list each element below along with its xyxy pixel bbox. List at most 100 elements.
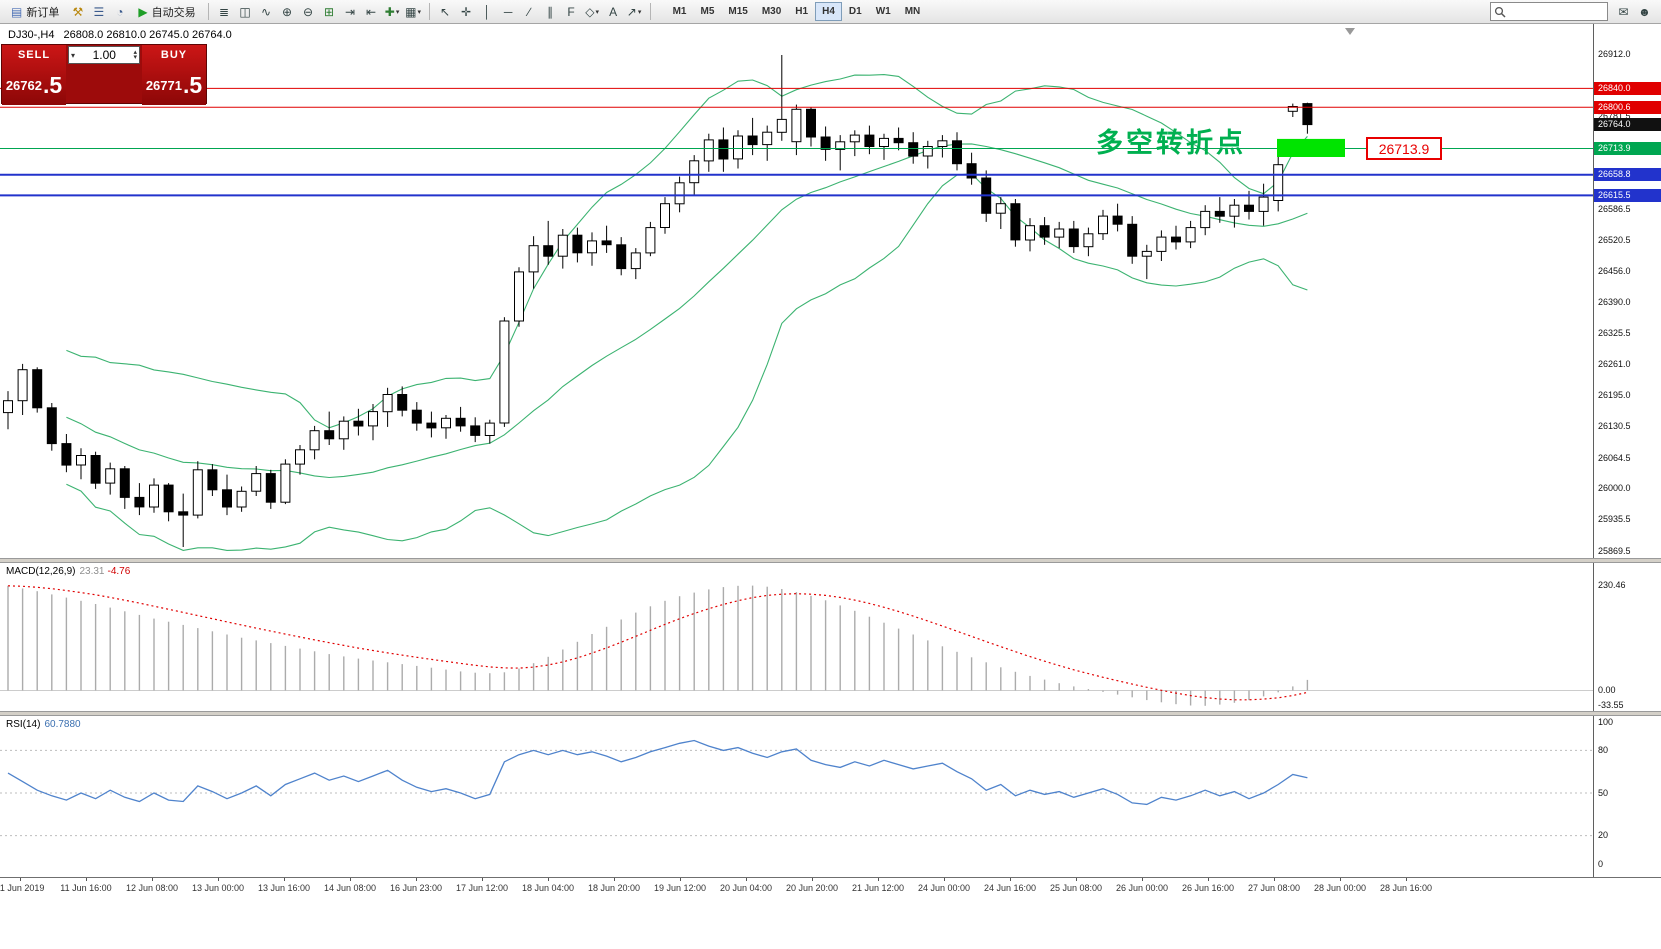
macd-axis-label: 230.46 — [1598, 580, 1626, 591]
horizontal-line-icon[interactable]: ─ — [498, 2, 519, 22]
time-axis-label: 19 Jun 12:00 — [653, 883, 707, 893]
macd-panel-canvas[interactable] — [0, 563, 1593, 711]
time-axis-label: 25 Jun 08:00 — [1049, 883, 1103, 893]
zoom-out-icon[interactable]: ⊖ — [298, 2, 319, 22]
toolbar-drawing-icon-group: ↖ ✛ │ ─ ∕ ∥ F ◇ ▾ A ↗ ▾ — [435, 2, 645, 22]
timeframe-m30-button[interactable]: M30 — [755, 2, 788, 21]
crosshair-icon[interactable]: ✛ — [456, 2, 477, 22]
price-axis-label: 26520.5 — [1598, 235, 1631, 246]
volume-spinner: ▴ ▾ — [133, 49, 137, 61]
data-window-icon[interactable]: ◔ — [109, 2, 130, 22]
fibonacci-icon[interactable]: F — [561, 2, 582, 22]
vertical-line-icon: │ — [483, 4, 491, 19]
panel-splitter[interactable] — [0, 711, 1661, 716]
bar-chart-icon[interactable]: ≣ — [214, 2, 235, 22]
macd-label: MACD(12,26,9) 23.31 -4.76 — [6, 566, 131, 577]
time-axis-tick — [350, 878, 351, 881]
toolbar: ▤ 新订单 ⚒ ☰ ◔ ▶ 自动交易 ≣ ◫ ∿ ⊕ ⊖ ⊞ ⇥ ⇤ ✚ ▾ ▦ ▾ ↖ ✛ │ ─ ∕ ∥ F ◇ ▾ A… — [0, 0, 1661, 24]
cursor-icon[interactable]: ↖ — [435, 2, 456, 22]
auto-scroll-icon: ⇥ — [345, 4, 356, 19]
symbol-period-label: DJ30-,H4 — [8, 29, 55, 41]
zoom-in-icon[interactable]: ⊕ — [277, 2, 298, 22]
buy-button[interactable]: BUY 26771.5 — [142, 45, 206, 105]
time-axis-label: 11 Jun 16:00 — [60, 883, 112, 893]
timeframe-m1-button[interactable]: M1 — [666, 2, 694, 21]
time-axis-label: 28 Jun 16:00 — [1379, 883, 1433, 893]
timeframe-mn-button[interactable]: MN — [898, 2, 928, 21]
macd-axis-label: 0.00 — [1598, 685, 1616, 695]
time-axis-tick — [548, 878, 549, 881]
tile-windows-icon[interactable]: ⊞ — [319, 2, 340, 22]
toolbar-chart-icon-group: ≣ ◫ ∿ ⊕ ⊖ ⊞ ⇥ ⇤ ✚ ▾ ▦ ▾ — [214, 2, 424, 22]
zoom-in-icon: ⊕ — [282, 4, 293, 19]
auto-scroll-icon[interactable]: ⇥ — [340, 2, 361, 22]
shapes-caret: ▾ — [595, 8, 599, 16]
one-click-trading-panel: SELL 26762.5 ▾ 1.00 ▴ ▾ BUY 26771.5 — [1, 44, 207, 105]
chat-icon[interactable]: ✉ — [1613, 2, 1634, 22]
timeframe-m5-button[interactable]: M5 — [693, 2, 721, 21]
rsi-axis-label: 0 — [1598, 858, 1604, 869]
time-axis-tick — [878, 878, 879, 881]
line-chart-icon[interactable]: ∿ — [256, 2, 277, 22]
periods-icon: ▦ — [405, 4, 417, 19]
arrows-icon[interactable]: ↗ ▾ — [624, 2, 645, 22]
price-level-badge: 26840.0 — [1594, 81, 1661, 95]
channel-icon[interactable]: ∥ — [540, 2, 561, 22]
price-axis-label: 26325.5 — [1598, 328, 1631, 339]
channel-icon: ∥ — [547, 4, 554, 19]
time-axis-label: 20 Jun 04:00 — [719, 883, 773, 893]
timeframe-w1-button[interactable]: W1 — [869, 2, 898, 21]
rsi-panel-canvas[interactable] — [0, 716, 1593, 877]
timeframe-h4-button[interactable]: H4 — [815, 2, 842, 21]
price-tag-label[interactable]: 26713.9 — [1366, 137, 1442, 160]
chart-shift-icon[interactable]: ⇤ — [361, 2, 382, 22]
sell-label: SELL — [17, 49, 51, 61]
price-axis[interactable]: 26912.0 26781.5 26586.5 26520.5 26456.0 26390… — [1593, 24, 1661, 877]
rsi-axis-label: 80 — [1598, 744, 1609, 755]
trendline-icon: ∕ — [528, 4, 531, 19]
price-axis-label: 26261.0 — [1598, 358, 1631, 369]
time-axis-label: 13 Jun 16:00 — [257, 883, 311, 893]
volume-value: 1.00 — [92, 48, 116, 62]
periods-icon[interactable]: ▦ ▾ — [403, 2, 424, 22]
search-input[interactable] — [1508, 4, 1604, 19]
toolbar-left-icon-group: ⚒ ☰ ◔ — [67, 2, 130, 22]
timeframe-m15-button[interactable]: M15 — [721, 2, 754, 21]
timeframe-d1-button[interactable]: D1 — [842, 2, 869, 21]
volume-input[interactable]: ▾ 1.00 ▴ ▾ — [68, 46, 140, 64]
time-axis-label: 17 Jun 12:00 — [455, 883, 509, 893]
trendline-icon[interactable]: ∕ — [519, 2, 540, 22]
auto-trading-button[interactable]: ▶ 自动交易 — [131, 2, 202, 22]
time-axis-tick — [416, 878, 417, 881]
candlestick-chart-icon: ◫ — [239, 4, 251, 19]
time-axis-label: 24 Jun 16:00 — [983, 883, 1037, 893]
metaeditor-icon[interactable]: ⚒ — [67, 2, 88, 22]
indicators-icon[interactable]: ✚ ▾ — [382, 2, 403, 22]
time-axis-tick — [1142, 878, 1143, 881]
sell-button[interactable]: SELL 26762.5 — [2, 45, 66, 105]
time-axis-label: 16 Jun 23:00 — [389, 883, 443, 893]
arrows-caret: ▾ — [637, 8, 642, 16]
shapes-icon[interactable]: ◇ ▾ — [582, 2, 603, 22]
candlestick-chart-icon[interactable]: ◫ — [235, 2, 256, 22]
time-axis-tick — [20, 878, 21, 881]
price-axis-label: 26195.0 — [1598, 390, 1631, 401]
text-icon[interactable]: A — [603, 2, 624, 22]
panel-splitter[interactable] — [0, 558, 1661, 563]
volume-down-arrow[interactable]: ▾ — [133, 54, 137, 61]
volume-dropdown-caret[interactable]: ▾ — [71, 50, 76, 60]
price-axis-label: 26130.5 — [1598, 421, 1631, 432]
time-axis-tick — [482, 878, 483, 881]
arrows-icon: ↗ — [626, 4, 637, 19]
main-chart-canvas[interactable] — [0, 24, 1593, 558]
vertical-line-icon[interactable]: │ — [477, 2, 498, 22]
time-axis-label: 21 Jun 12:00 — [851, 883, 905, 893]
volume-up-arrow[interactable]: ▴ — [133, 49, 137, 56]
price-level-badge: 26713.9 — [1594, 142, 1661, 155]
buy-label: BUY — [160, 49, 188, 61]
new-order-button[interactable]: ▤ 新订单 — [4, 2, 66, 22]
community-icon[interactable]: ☻ — [1634, 2, 1655, 22]
timeframe-h1-button[interactable]: H1 — [788, 2, 815, 21]
time-axis[interactable]: 11 Jun 2019 11 Jun 16:00 12 Jun 08:00 13 Ju… — [0, 877, 1661, 904]
market-watch-icon[interactable]: ☰ — [88, 2, 109, 22]
